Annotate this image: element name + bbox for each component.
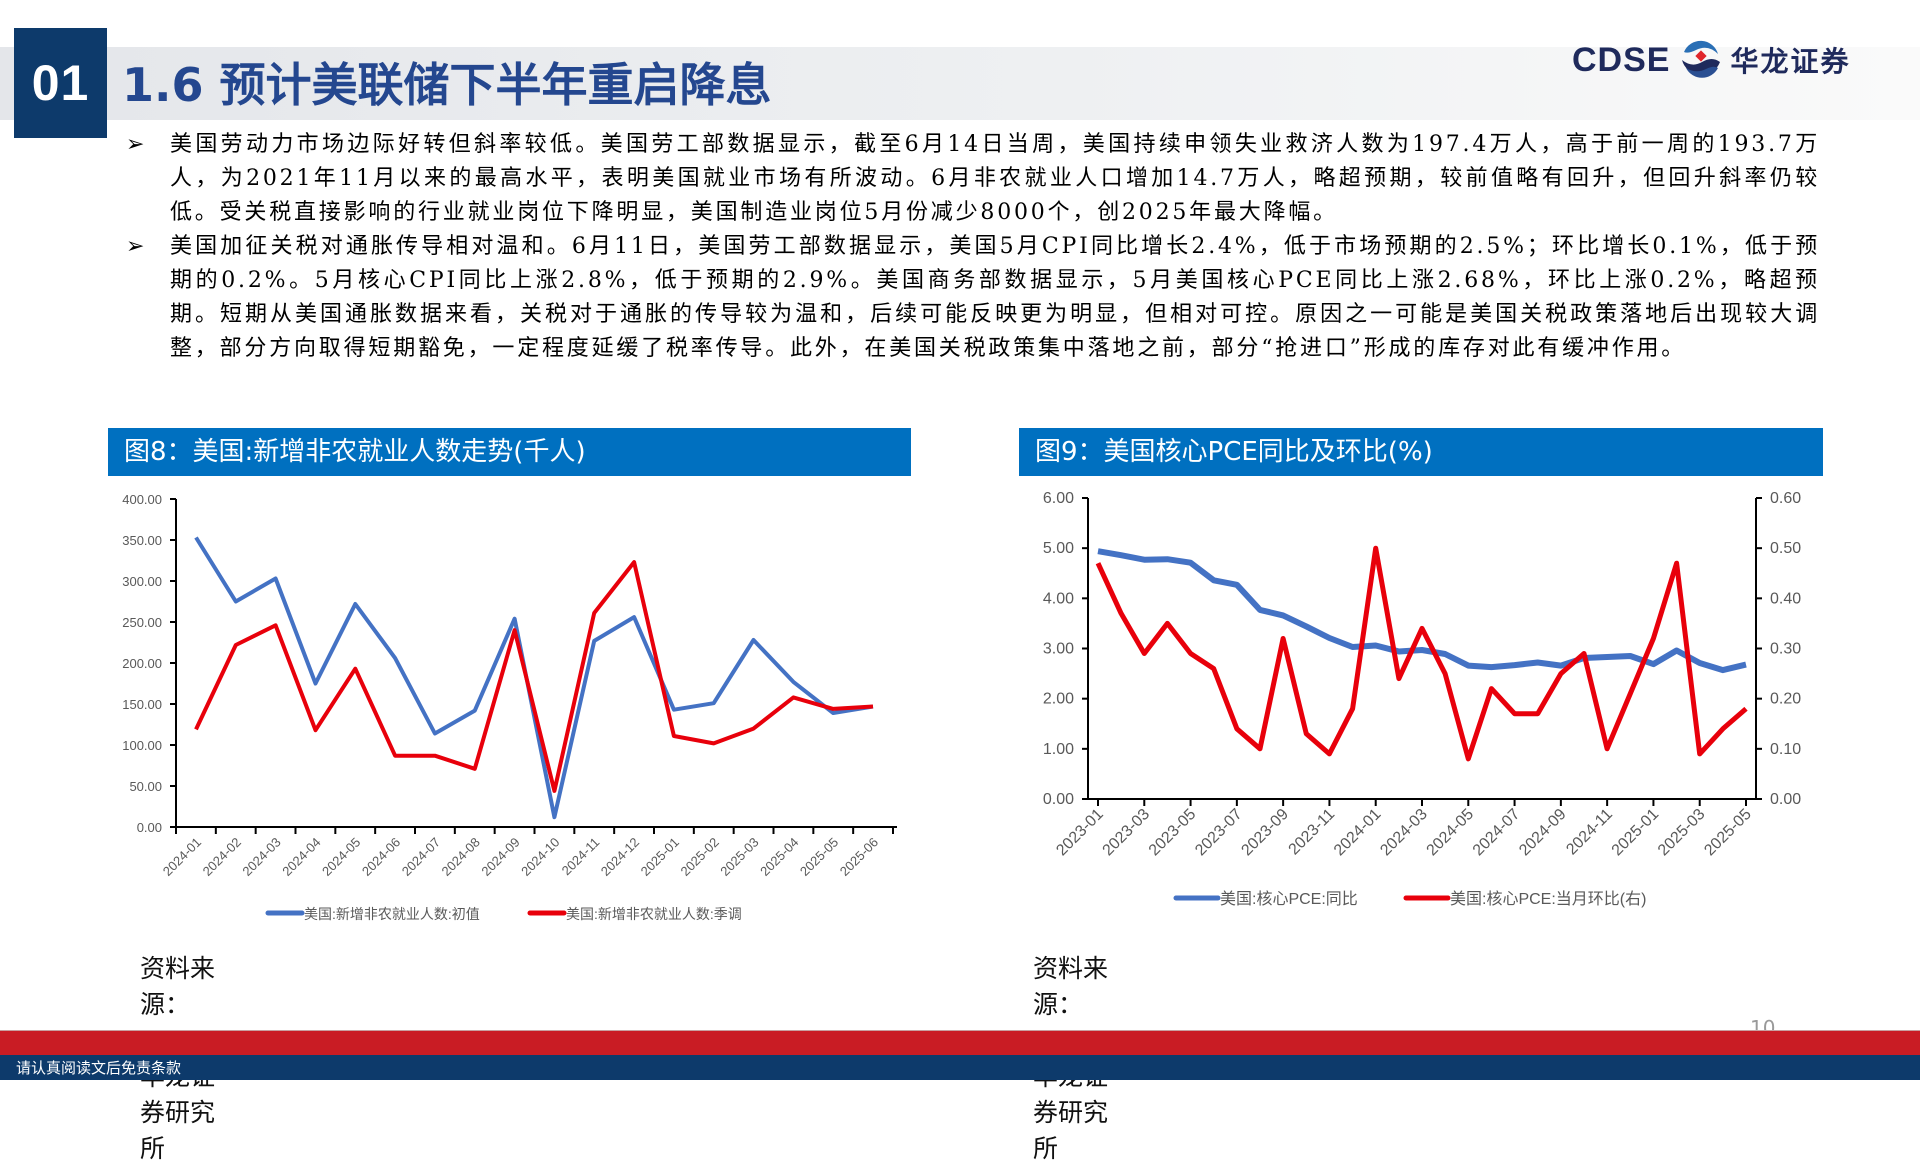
y-tick-label: 0.00 bbox=[1043, 791, 1074, 808]
x-tick-label: 2025-01 bbox=[1609, 806, 1663, 860]
x-tick-label: 2025-05 bbox=[1701, 806, 1755, 860]
y-tick-label: 200.00 bbox=[122, 656, 162, 671]
footer-navy-bar bbox=[0, 1055, 1920, 1080]
chart-9-title: 图9：美国核心PCE同比及环比(%) bbox=[1019, 428, 1823, 476]
y2-tick-label: 0.10 bbox=[1770, 741, 1801, 758]
y2-tick-label: 0.30 bbox=[1770, 641, 1801, 658]
logo-text-en: CDSE bbox=[1572, 40, 1671, 79]
y2-tick-label: 0.60 bbox=[1770, 490, 1801, 507]
y-tick-label: 300.00 bbox=[122, 574, 162, 589]
x-tick-label: 2024-07 bbox=[1470, 806, 1524, 860]
x-tick-label: 2024-11 bbox=[1563, 806, 1616, 859]
bullet-text: 美国劳动力市场边际好转但斜率较低。美国劳工部数据显示，截至6月14日当周，美国持… bbox=[170, 132, 1820, 225]
series-line bbox=[194, 560, 874, 793]
arrowhead-bullet-icon: ➢ bbox=[126, 132, 145, 157]
x-tick-label: 2024-09 bbox=[1516, 806, 1570, 860]
section-number-badge: 01 bbox=[14, 28, 107, 138]
x-tick-label: 2024-03 bbox=[1377, 806, 1431, 860]
logo-text-cn: 华龙证券 bbox=[1730, 45, 1851, 78]
y-tick-label: 1.00 bbox=[1043, 741, 1074, 758]
x-tick-label: 2024-01 bbox=[1331, 806, 1385, 860]
y-tick-label: 4.00 bbox=[1043, 590, 1074, 607]
bullet-item: ➢ 美国加征关税对通胀传导相对温和。6月11日，美国劳工部数据显示，美国5月CP… bbox=[124, 230, 1824, 366]
company-logo: CDSE 华龙证券 bbox=[1572, 36, 1850, 84]
y2-tick-label: 0.00 bbox=[1770, 791, 1801, 808]
x-tick-label: 2023-03 bbox=[1100, 806, 1154, 860]
footer-red-stripe bbox=[0, 1030, 1920, 1056]
x-tick-label: 2023-11 bbox=[1286, 806, 1339, 859]
y2-tick-label: 0.40 bbox=[1770, 590, 1801, 607]
y-tick-label: 100.00 bbox=[122, 738, 162, 753]
legend-label: 美国:新增非农就业人数:初值 bbox=[304, 906, 480, 922]
arrowhead-bullet-icon: ➢ bbox=[126, 234, 145, 259]
y-tick-label: 3.00 bbox=[1043, 641, 1074, 658]
x-tick-label: 2024-05 bbox=[1424, 806, 1478, 860]
section-number: 01 bbox=[31, 55, 90, 111]
y-tick-label: 250.00 bbox=[122, 615, 162, 630]
chart-9-plot: 0.00 1.00 2.00 3.00 4.00 5.00 6.00 0.00 0.10 0.20… bbox=[1043, 490, 1801, 908]
x-tick-label: 2025-03 bbox=[1655, 806, 1709, 860]
legend-label: 美国:核心PCE:同比 bbox=[1220, 890, 1358, 908]
x-tick-label: 2023-09 bbox=[1238, 806, 1292, 860]
y-tick-label: 0.00 bbox=[137, 820, 162, 835]
y-tick-label: 5.00 bbox=[1043, 540, 1074, 557]
y-tick-label: 150.00 bbox=[122, 697, 162, 712]
y-tick-label: 6.00 bbox=[1043, 490, 1074, 507]
y-tick-label: 2.00 bbox=[1043, 691, 1074, 708]
x-tick-label: 2023-07 bbox=[1192, 806, 1246, 860]
hualong-wave-emblem-icon bbox=[1682, 40, 1721, 78]
y-tick-label: 350.00 bbox=[122, 533, 162, 548]
x-tick-label: 2023-01 bbox=[1053, 806, 1107, 860]
y-tick-label: 50.00 bbox=[129, 779, 162, 794]
bullet-list: ➢ 美国劳动力市场边际好转但斜率较低。美国劳工部数据显示，截至6月14日当周，美… bbox=[124, 128, 1824, 366]
y2-tick-label: 0.20 bbox=[1770, 691, 1801, 708]
disclaimer-text: 请认真阅读文后免责条款 bbox=[16, 1059, 182, 1077]
y2-tick-label: 0.50 bbox=[1770, 540, 1801, 557]
page-title: 1.6 预计美联储下半年重启降息 bbox=[122, 58, 772, 112]
chart-8-plot: 0.00 50.00 100.00 150.00 200.00 250.00 300.00 3… bbox=[122, 492, 897, 922]
y-tick-label: 400.00 bbox=[122, 492, 162, 507]
chart-8-title: 图8：美国:新增非农就业人数走势(千人) bbox=[108, 428, 911, 476]
header-band bbox=[0, 47, 1920, 120]
legend-label: 美国:新增非农就业人数:季调 bbox=[566, 906, 742, 922]
bullet-item: ➢ 美国劳动力市场边际好转但斜率较低。美国劳工部数据显示，截至6月14日当周，美… bbox=[124, 128, 1824, 230]
bullet-text: 美国加征关税对通胀传导相对温和。6月11日，美国劳工部数据显示，美国5月CPI同… bbox=[170, 234, 1820, 361]
legend-label: 美国:核心PCE:当月环比(右) bbox=[1450, 890, 1646, 908]
x-tick-label: 2023-05 bbox=[1146, 806, 1200, 860]
series-line bbox=[1095, 545, 1748, 762]
series-line bbox=[1097, 548, 1747, 674]
